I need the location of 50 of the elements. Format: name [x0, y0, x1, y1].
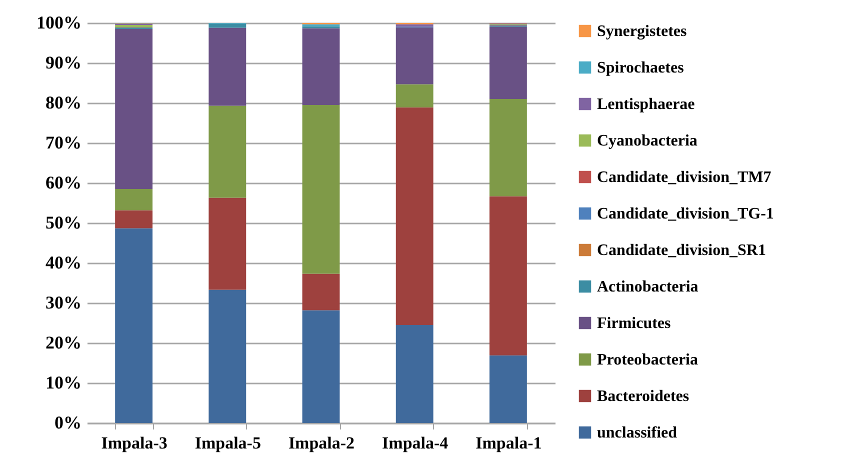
- legend-label: Bacteroidetes: [597, 388, 690, 405]
- legend-label: Spirochaetes: [597, 60, 684, 76]
- bar: [115, 210, 153, 228]
- y-tick-label: 80%: [46, 92, 82, 112]
- bar: [115, 189, 153, 210]
- y-tick-label: 10%: [46, 372, 82, 392]
- bar: [208, 106, 246, 198]
- bar: [115, 228, 153, 423]
- bar: [396, 84, 434, 108]
- y-tick-label: 100%: [36, 12, 82, 32]
- bar: [302, 105, 340, 274]
- x-tick-label: Impala-5: [194, 434, 261, 452]
- bar: [208, 290, 246, 423]
- bar: [396, 107, 434, 325]
- bar: [489, 99, 527, 196]
- y-tick-label: 30%: [46, 292, 82, 312]
- bar: [396, 27, 434, 84]
- legend-label: Synergistetes: [597, 23, 687, 40]
- bar: [208, 24, 246, 28]
- y-tick-label: 60%: [46, 172, 82, 192]
- legend-label: unclassified: [597, 424, 678, 442]
- bar: [208, 198, 246, 290]
- bar: [489, 355, 527, 423]
- legend-label: Candidate_division_SR1: [597, 242, 766, 259]
- bar: [489, 196, 527, 356]
- x-tick-label: Impala-3: [101, 434, 168, 452]
- legend-label: Proteobacteria: [597, 352, 698, 368]
- legend-label: Actinobacteria: [597, 278, 698, 296]
- x-tick-label: Impala-4: [382, 434, 449, 452]
- legend-label: Lentisphaerae: [597, 96, 695, 113]
- y-tick-label: 90%: [46, 52, 82, 72]
- y-tick-label: 40%: [46, 252, 82, 272]
- x-tick-label: Impala-1: [476, 434, 542, 452]
- x-tick-label: Impala-2: [288, 434, 355, 452]
- y-tick-label: 50%: [46, 212, 82, 232]
- bar: [302, 28, 340, 105]
- legend-label: Candidate_division_TM7: [597, 169, 772, 186]
- y-tick-label: 70%: [46, 132, 82, 152]
- bar: [208, 28, 246, 106]
- legend-label: Firmicutes: [597, 315, 671, 332]
- y-tick-label: 20%: [46, 332, 82, 352]
- legend-label: Candidate_division_TG-1: [597, 206, 774, 222]
- legend-label: Cyanobacteria: [597, 132, 698, 150]
- y-tick-label: 0%: [54, 412, 82, 432]
- bar: [396, 325, 434, 423]
- bar: [396, 24, 434, 27]
- bar: [489, 26, 527, 99]
- bar: [115, 29, 153, 189]
- bar: [302, 310, 340, 423]
- bar: [302, 274, 340, 310]
